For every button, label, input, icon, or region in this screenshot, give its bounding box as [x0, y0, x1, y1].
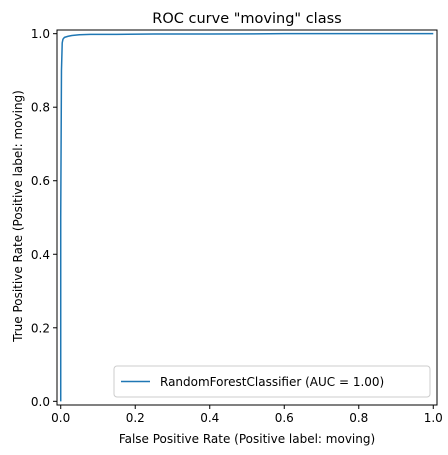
legend: RandomForestClassifier (AUC = 1.00): [113, 365, 431, 398]
plot-frame: [56, 29, 438, 406]
y-tick-label: 1.0: [31, 27, 50, 41]
x-tick-label: 0.2: [126, 411, 145, 425]
series-layer: [59, 32, 434, 402]
legend-box: [113, 365, 431, 398]
x-axis-ticks: 0.0 0.2 0.4 0.6 0.8 1.0: [51, 405, 443, 425]
y-tick-label: 0.8: [31, 101, 50, 115]
y-axis-title: True Positive Rate (Positive label: movi…: [11, 90, 25, 343]
chart-title: ROC curve "moving" class: [152, 11, 341, 27]
x-tick-label: 0.8: [349, 411, 368, 425]
y-tick-label: 0.6: [31, 174, 50, 188]
x-tick-label: 0.4: [200, 411, 219, 425]
x-tick-label: 0.0: [51, 411, 70, 425]
x-tick-label: 0.6: [275, 411, 294, 425]
y-tick-label: 0.2: [31, 321, 50, 335]
x-axis-title: False Positive Rate (Positive label: mov…: [119, 432, 375, 446]
legend-label: RandomForestClassifier (AUC = 1.00): [160, 375, 384, 389]
x-tick-label: 1.0: [424, 411, 443, 425]
y-tick-label: 0.0: [31, 395, 50, 409]
y-axis-ticks: 0.0 0.2 0.4 0.6 0.8 1.0: [31, 27, 57, 409]
plot-area: [57, 30, 437, 405]
y-tick-label: 0.4: [31, 248, 50, 262]
roc-curve-line: [59, 32, 434, 402]
